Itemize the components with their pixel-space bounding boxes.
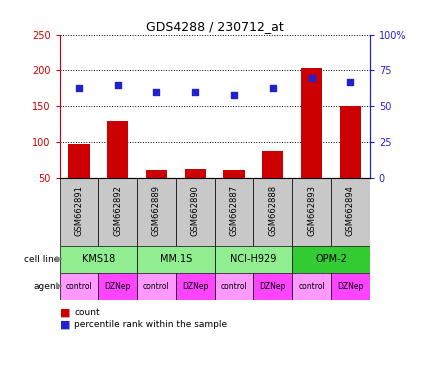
Title: GDS4288 / 230712_at: GDS4288 / 230712_at (146, 20, 283, 33)
Bar (184, 169, 206, 178)
Text: OPM-2: OPM-2 (315, 254, 347, 264)
Text: control: control (298, 281, 325, 291)
Point (153, 89, 160, 95)
Bar (98, 273, 137, 300)
Text: GSM662892: GSM662892 (113, 185, 122, 236)
Bar (224, 170, 245, 178)
Text: count: count (74, 308, 100, 318)
Bar (137, 178, 176, 246)
Bar (137, 273, 176, 300)
Text: GSM662890: GSM662890 (191, 185, 200, 236)
Text: agent: agent (33, 281, 60, 291)
Bar (146, 170, 167, 178)
Text: MM.1S: MM.1S (160, 254, 192, 264)
Bar (292, 246, 370, 273)
Point (231, 92, 238, 98)
Text: control: control (143, 281, 170, 291)
Text: KMS18: KMS18 (82, 254, 115, 264)
Text: cell line: cell line (24, 255, 60, 263)
Bar (292, 178, 331, 246)
Text: DZNep: DZNep (182, 281, 208, 291)
Text: NCI-H929: NCI-H929 (230, 254, 277, 264)
Text: GSM662893: GSM662893 (307, 185, 316, 236)
Text: ■: ■ (60, 319, 70, 329)
Bar (215, 178, 253, 246)
Text: DZNep: DZNep (260, 281, 286, 291)
Bar (253, 178, 292, 246)
Bar (176, 273, 215, 300)
Bar (107, 121, 128, 178)
Text: GSM662894: GSM662894 (346, 185, 355, 236)
Bar (176, 178, 215, 246)
Bar (331, 178, 370, 246)
Bar (98, 178, 137, 246)
Text: GSM662888: GSM662888 (268, 185, 277, 236)
Text: ■: ■ (60, 308, 70, 318)
Text: GSM662889: GSM662889 (152, 185, 161, 236)
Bar (60, 246, 137, 273)
Point (114, 82, 121, 88)
Bar (331, 273, 370, 300)
Bar (68, 144, 90, 178)
Text: percentile rank within the sample: percentile rank within the sample (74, 320, 227, 329)
Bar (340, 106, 361, 178)
Text: control: control (221, 281, 247, 291)
Bar (292, 273, 331, 300)
Bar (253, 273, 292, 300)
Point (308, 74, 315, 81)
Point (192, 89, 198, 95)
Point (347, 79, 354, 85)
Point (76, 84, 82, 91)
Text: DZNep: DZNep (105, 281, 131, 291)
Bar (262, 151, 283, 178)
Point (269, 84, 276, 91)
Text: GSM662887: GSM662887 (230, 185, 238, 236)
Bar (215, 273, 253, 300)
Text: DZNep: DZNep (337, 281, 363, 291)
Text: GSM662891: GSM662891 (74, 185, 83, 236)
Bar (60, 273, 98, 300)
Text: control: control (65, 281, 92, 291)
Bar (137, 246, 215, 273)
Bar (215, 246, 292, 273)
Bar (60, 178, 98, 246)
Bar (301, 68, 322, 178)
